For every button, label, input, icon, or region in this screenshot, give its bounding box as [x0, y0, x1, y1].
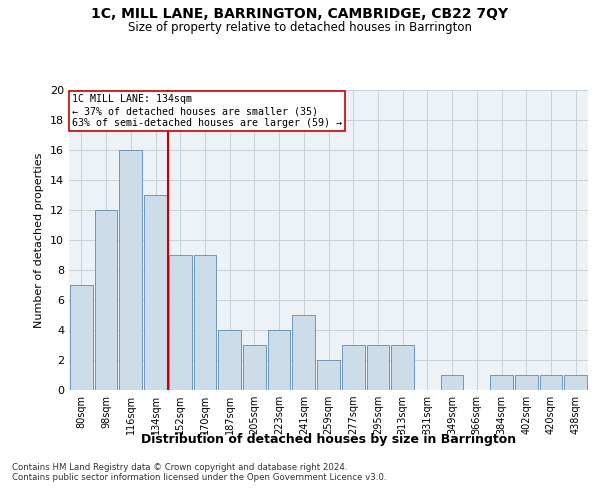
Text: Distribution of detached houses by size in Barrington: Distribution of detached houses by size …	[141, 432, 517, 446]
Bar	[119, 150, 142, 390]
Bar	[95, 210, 118, 390]
Bar	[441, 375, 463, 390]
Bar	[515, 375, 538, 390]
Y-axis label: Number of detached properties: Number of detached properties	[34, 152, 44, 328]
Bar	[539, 375, 562, 390]
Bar	[194, 255, 216, 390]
Bar	[317, 360, 340, 390]
Bar	[292, 315, 315, 390]
Bar	[490, 375, 513, 390]
Bar	[144, 195, 167, 390]
Bar	[70, 285, 93, 390]
Bar	[564, 375, 587, 390]
Bar	[243, 345, 266, 390]
Text: Size of property relative to detached houses in Barrington: Size of property relative to detached ho…	[128, 21, 472, 34]
Bar	[268, 330, 290, 390]
Text: Contains HM Land Registry data © Crown copyright and database right 2024.: Contains HM Land Registry data © Crown c…	[12, 464, 347, 472]
Bar	[169, 255, 191, 390]
Bar	[367, 345, 389, 390]
Bar	[342, 345, 365, 390]
Text: Contains public sector information licensed under the Open Government Licence v3: Contains public sector information licen…	[12, 474, 386, 482]
Text: 1C, MILL LANE, BARRINGTON, CAMBRIDGE, CB22 7QY: 1C, MILL LANE, BARRINGTON, CAMBRIDGE, CB…	[91, 8, 509, 22]
Bar	[391, 345, 414, 390]
Text: 1C MILL LANE: 134sqm
← 37% of detached houses are smaller (35)
63% of semi-detac: 1C MILL LANE: 134sqm ← 37% of detached h…	[71, 94, 341, 128]
Bar	[218, 330, 241, 390]
